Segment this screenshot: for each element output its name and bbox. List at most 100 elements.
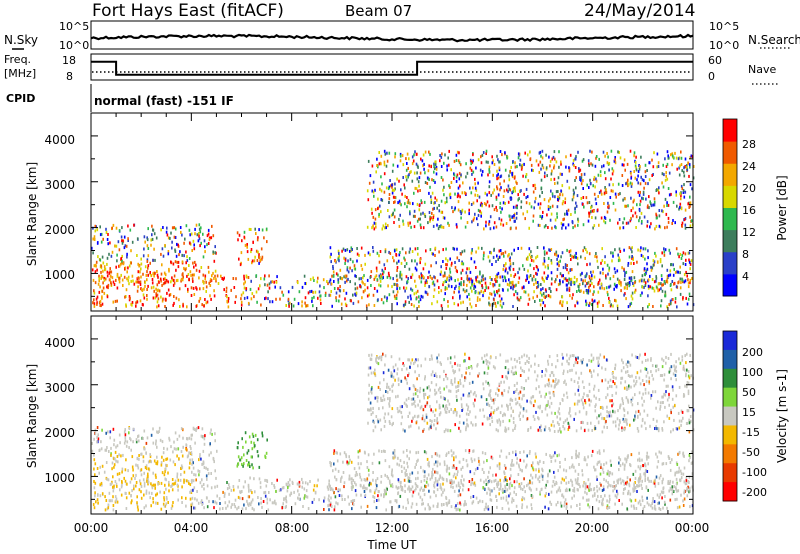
echo-cell: [654, 251, 656, 255]
echo-cell: [684, 165, 686, 168]
echo-cell: [359, 475, 362, 479]
echo-cell: [180, 450, 183, 453]
echo-cell: [668, 489, 670, 493]
echo-cell: [588, 486, 591, 490]
echo-cell: [135, 301, 137, 305]
echo-cell: [201, 462, 203, 466]
echo-cell: [508, 187, 511, 191]
echo-cell: [547, 294, 550, 298]
echo-cell: [371, 164, 374, 168]
echo-cell: [590, 488, 593, 492]
echo-cell: [587, 498, 590, 502]
echo-cell: [140, 275, 142, 279]
echo-cell: [634, 481, 636, 484]
echo-cell: [146, 294, 148, 297]
echo-cell: [337, 278, 339, 282]
echo-cell: [387, 224, 389, 228]
echo-cell: [333, 287, 336, 290]
echo-cell: [200, 226, 202, 230]
echo-cell: [575, 449, 577, 453]
echo-cell: [406, 461, 408, 465]
echo-cell: [661, 181, 663, 185]
echo-cell: [210, 297, 212, 301]
echo-cell: [550, 456, 552, 459]
echo-cell: [666, 201, 668, 205]
echo-cell: [138, 439, 140, 443]
echo-cell: [419, 171, 422, 175]
echo-cell: [458, 151, 460, 155]
echo-cell: [384, 267, 386, 271]
echo-cell: [184, 237, 186, 241]
echo-cell: [451, 206, 453, 210]
echo-cell: [548, 155, 550, 159]
echo-cell: [488, 479, 491, 482]
echo-cell: [373, 227, 376, 231]
echo-cell: [238, 233, 241, 237]
echo-cell: [357, 450, 360, 454]
echo-cell: [253, 259, 256, 263]
echo-cell: [488, 296, 490, 300]
echo-cell: [597, 507, 600, 511]
echo-cell: [591, 150, 593, 154]
echo-cell: [333, 508, 336, 512]
echo-cell: [255, 249, 258, 253]
echo-cell: [503, 275, 506, 279]
echo-cell: [550, 423, 553, 427]
echo-cell: [161, 299, 164, 303]
echo-cell: [560, 189, 562, 193]
echo-cell: [678, 505, 681, 509]
echo-cell: [652, 497, 654, 500]
echo-cell: [503, 254, 505, 258]
echo-cell: [477, 291, 480, 295]
echo-cell: [129, 296, 131, 300]
echo-cell: [152, 272, 154, 276]
echo-cell: [450, 277, 453, 281]
echo-cell: [550, 502, 553, 506]
echo-cell: [655, 279, 657, 283]
echo-cell: [619, 192, 621, 196]
echo-cell: [440, 270, 442, 274]
echo-cell: [499, 150, 502, 153]
echo-cell: [455, 476, 457, 480]
echo-cell: [548, 492, 550, 496]
echo-cell: [588, 201, 591, 204]
echo-cell: [204, 245, 206, 249]
echo-cell: [551, 192, 554, 196]
echo-cell: [241, 497, 244, 501]
echo-cell: [599, 472, 602, 476]
echo-cell: [352, 478, 355, 482]
echo-cell: [647, 294, 649, 298]
echo-cell: [573, 281, 576, 285]
echo-cell: [103, 470, 106, 474]
echo-cell: [401, 154, 404, 158]
echo-cell: [433, 283, 436, 287]
echo-cell: [115, 445, 117, 449]
echo-cell: [466, 463, 469, 467]
echo-cell: [572, 489, 574, 492]
echo-cell: [405, 157, 407, 161]
echo-cell: [107, 503, 110, 507]
echo-cell: [610, 149, 613, 153]
echo-cell: [190, 273, 192, 277]
echo-cell: [399, 459, 402, 463]
echo-cell: [687, 281, 690, 285]
echo-cell: [419, 488, 421, 492]
echo-cell: [591, 209, 594, 213]
echo-cell: [625, 481, 627, 485]
echo-cell: [631, 255, 633, 258]
echo-cell: [183, 266, 185, 270]
echo-cell: [123, 235, 126, 239]
echo-cell: [247, 502, 249, 506]
echo-cell: [353, 264, 356, 268]
echo-cell: [535, 455, 537, 459]
echo-cell: [478, 280, 480, 284]
echo-cell: [364, 493, 367, 497]
echo-cell: [588, 164, 590, 167]
echo-cell: [95, 500, 97, 504]
echo-cell: [691, 450, 693, 454]
echo-cell: [410, 480, 412, 483]
echo-cell: [610, 303, 612, 307]
echo-cell: [400, 480, 402, 484]
echo-cell: [630, 301, 633, 305]
echo-cell: [667, 187, 670, 190]
